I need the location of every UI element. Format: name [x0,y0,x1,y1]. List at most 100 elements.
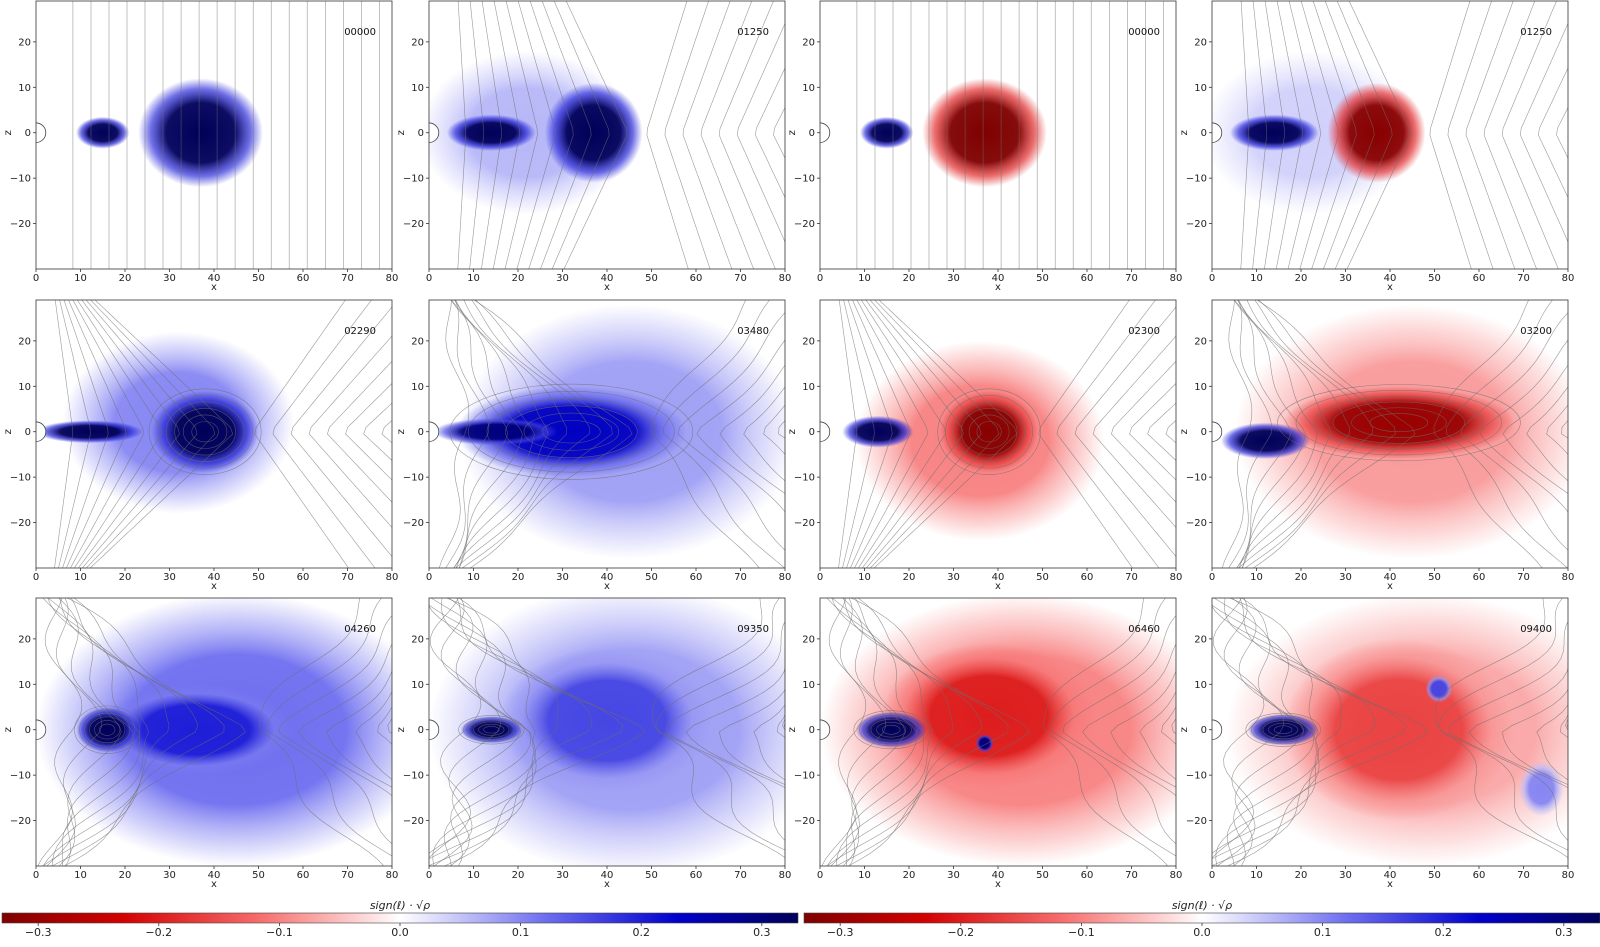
x-tick-label: 60 [690,273,703,284]
x-tick-label: 80 [1562,273,1575,284]
y-tick-label: 0 [1201,427,1207,438]
y-tick-label: −10 [10,174,31,185]
y-tick-label: 0 [418,128,424,139]
y-tick-label: 0 [809,427,815,438]
x-tick-label: 70 [1517,273,1530,284]
x-tick-label: 80 [386,572,399,583]
colorbar-tick-label: −0.1 [266,926,293,939]
timestep-label: 01250 [737,27,769,38]
field-line [1567,598,1600,866]
x-tick-label: 30 [163,273,176,284]
density-blob [76,117,129,149]
y-tick-label: 0 [418,725,424,736]
y-tick-label: 10 [411,382,424,393]
x-tick-label: 30 [163,572,176,583]
x-axis-label: x [995,581,1001,592]
x-tick-label: 30 [163,870,176,881]
y-tick-label: −20 [10,219,31,230]
x-tick-label: 10 [467,273,480,284]
y-tick-label: 0 [1201,128,1207,139]
timestep-label: 03480 [737,326,769,337]
y-tick-label: 20 [18,336,31,347]
x-axis-label: x [211,581,217,592]
y-tick-label: −10 [1186,771,1207,782]
x-tick-label: 80 [1562,572,1575,583]
x-tick-label: 0 [33,273,39,284]
x-tick-label: 30 [947,870,960,881]
y-tick-label: 20 [802,37,815,48]
x-tick-label: 60 [297,870,310,881]
x-tick-label: 50 [252,870,265,881]
colorbar-tick-label: 0.3 [1555,926,1573,939]
y-tick-label: 10 [1194,83,1207,94]
x-tick-label: 80 [1170,572,1183,583]
y-tick-label: −10 [403,771,424,782]
colorbar-tick-label: 0.0 [1193,926,1211,939]
y-axis-label: z [396,130,407,135]
x-tick-label: 0 [426,572,432,583]
x-tick-label: 10 [858,870,871,881]
y-tick-label: 10 [1194,382,1207,393]
colorbar-tick-label: −0.2 [145,926,172,939]
colorbar-tick-label: −0.3 [25,926,52,939]
x-tick-label: 30 [556,273,569,284]
colorbar-gradient [804,913,1600,923]
density-blob [922,78,1047,187]
field-line [1575,1,1600,269]
y-tick-label: 0 [25,427,31,438]
x-tick-label: 70 [734,572,747,583]
density-blob [36,420,143,443]
x-tick-label: 50 [1036,870,1049,881]
x-tick-label: 10 [74,572,87,583]
field-line [1574,300,1600,568]
y-tick-label: 0 [809,725,815,736]
y-tick-label: −20 [794,219,815,230]
x-tick-label: 50 [1036,572,1049,583]
density-blob [138,78,263,187]
x-tick-label: 50 [645,870,658,881]
x-tick-label: 70 [1125,273,1138,284]
colorbar-tick-label: 0.0 [391,926,409,939]
y-axis-label: z [3,727,14,732]
x-tick-label: 70 [1125,870,1138,881]
x-tick-label: 30 [556,870,569,881]
x-tick-label: 0 [817,572,823,583]
x-tick-label: 0 [1209,870,1215,881]
x-tick-label: 60 [690,870,703,881]
x-tick-label: 50 [1428,870,1441,881]
y-tick-label: 10 [411,680,424,691]
x-tick-label: 20 [512,273,525,284]
density-blob [976,734,994,752]
colorbar-label: sign(ℓ) · √ρ [1172,899,1232,912]
colorbar-tick-label: −0.3 [827,926,854,939]
x-tick-label: 20 [1295,273,1308,284]
x-axis-label: x [211,282,217,293]
timestep-label: 09350 [737,624,769,635]
x-axis-label: x [995,879,1001,890]
x-tick-label: 30 [1339,273,1352,284]
y-tick-label: 20 [1194,634,1207,645]
timestep-label: 06460 [1128,624,1160,635]
x-axis-label: x [995,282,1001,293]
y-tick-label: −10 [403,174,424,185]
y-tick-label: 20 [802,634,815,645]
x-tick-label: 60 [1081,870,1094,881]
y-tick-label: 0 [1201,725,1207,736]
colorbar-tick-label: −0.2 [947,926,974,939]
x-tick-label: 10 [1250,273,1263,284]
y-tick-label: 20 [411,634,424,645]
density-blob [545,83,643,183]
x-tick-label: 80 [386,870,399,881]
colorbar-tick-label: 0.1 [1314,926,1332,939]
x-tick-label: 10 [467,572,480,583]
timestep-label: 02300 [1128,326,1160,337]
x-tick-label: 0 [1209,273,1215,284]
y-tick-label: 10 [18,83,31,94]
x-tick-label: 10 [74,870,87,881]
x-tick-label: 80 [779,572,792,583]
colorbar-tick-label: 0.2 [1434,926,1452,939]
